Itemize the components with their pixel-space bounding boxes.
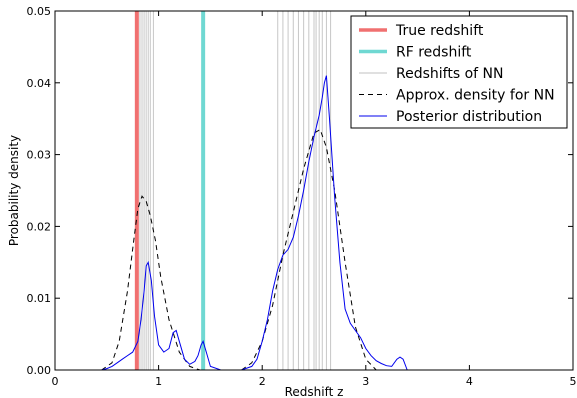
legend-label-approx-density: Approx. density for NN (396, 88, 555, 104)
y-tick-label: 0.04 (27, 77, 52, 90)
x-tick-label: 3 (362, 375, 369, 388)
legend-box (350, 15, 568, 129)
legend-label-posterior: Posterior distribution (396, 109, 542, 125)
x-axis-title: Redshift z (285, 385, 344, 398)
legend-label-true-redshift: True redshift (395, 23, 484, 39)
x-tick-label: 5 (570, 375, 577, 388)
legend: True redshift RF redshift Redshifts of N… (350, 15, 568, 129)
y-tick-label: 0.05 (27, 5, 52, 18)
x-tick-label: 2 (259, 375, 266, 388)
y-tick-label: 0.01 (27, 292, 52, 305)
legend-label-rf-redshift: RF redshift (396, 45, 472, 61)
y-tick-label: 0.00 (27, 364, 52, 377)
x-axis: 0 1 2 3 4 5 (52, 11, 577, 388)
y-tick-label: 0.03 (27, 149, 52, 162)
posterior-curve (101, 75, 408, 371)
x-tick-label: 1 (155, 375, 162, 388)
y-axis: 0.00 0.01 0.02 0.03 0.04 0.05 (27, 5, 573, 377)
x-tick-label: 0 (52, 375, 59, 388)
x-tick-label: 4 (466, 375, 473, 388)
plot-frame (54, 10, 574, 371)
nn-redshift-lines (137, 11, 332, 370)
y-axis-title: Probability density (7, 135, 21, 246)
y-tick-label: 0.02 (27, 220, 52, 233)
legend-label-nn-redshifts: Redshifts of NN (396, 66, 503, 82)
